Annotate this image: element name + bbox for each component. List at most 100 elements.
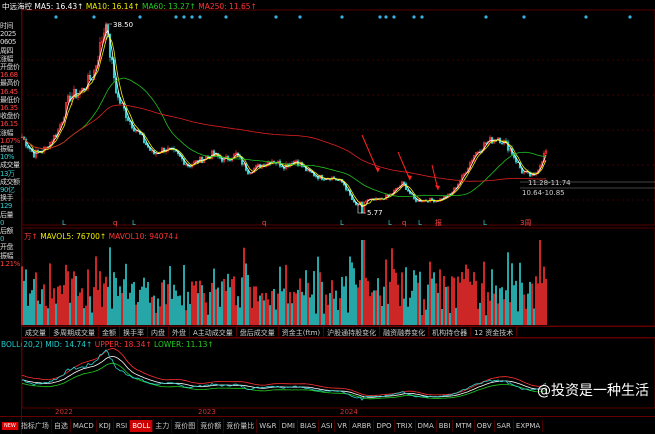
- indicator-tabs: NEW 指标广场 自选 MACD KDJ RSI BOLL 主力 竞价图 竞价额 竞价量比 W&R DM…: [0, 416, 655, 434]
- candle: [210, 150, 214, 159]
- indicator-tab-macd[interactable]: MACD: [71, 419, 97, 432]
- volume-bar: [343, 286, 345, 325]
- volume-tab[interactable]: 机构持仓器: [429, 327, 472, 337]
- boll-lower-line: [21, 362, 547, 400]
- volume-bar: [219, 306, 221, 325]
- indicator-tab-asi[interactable]: ASI: [319, 419, 336, 432]
- volume-bar: [35, 272, 37, 325]
- indicator-tab-rsi[interactable]: RSI: [114, 419, 131, 432]
- volume-bar: [461, 272, 463, 325]
- arrow-head-icon: [375, 167, 380, 172]
- indicator-tab-arbr[interactable]: ARBR: [350, 419, 375, 432]
- indicator-tab-dmi[interactable]: DMI: [280, 419, 298, 432]
- volume-bar: [491, 269, 493, 325]
- volume-bar: [289, 292, 291, 325]
- candle: [450, 192, 454, 195]
- volume-bar: [353, 268, 355, 325]
- indicator-tab-sar[interactable]: SAR: [495, 419, 514, 432]
- volume-tab[interactable]: 金额: [99, 327, 120, 337]
- volume-bar: [487, 292, 489, 325]
- indicator-tab-obv[interactable]: OBV: [475, 419, 495, 432]
- volume-bar: [25, 269, 27, 325]
- volume-bar: [101, 306, 103, 325]
- event-marker: q: [113, 219, 117, 227]
- volume-tab[interactable]: 换手率: [120, 327, 148, 337]
- volume-tab[interactable]: 融资融券变化: [380, 327, 430, 337]
- ma250-line: [21, 104, 547, 182]
- volume-tab[interactable]: 沪股通持股变化: [324, 327, 381, 337]
- indicator-tab[interactable]: 竞价量比: [224, 418, 258, 433]
- indicator-tab-bbi[interactable]: BBI: [437, 419, 454, 432]
- volume-tab[interactable]: A主动成交量: [190, 327, 237, 337]
- sidebar-field: 开盘: [0, 243, 14, 252]
- volume-tab[interactable]: 资金主(ftm): [279, 327, 325, 337]
- indicator-tab[interactable]: 指标广场: [19, 418, 52, 433]
- volume-bar: [209, 292, 211, 325]
- time-axis: 2022 2023 2024: [0, 408, 655, 416]
- indicator-tab-bias[interactable]: BIAS: [298, 419, 320, 432]
- volume-bar: [307, 282, 309, 325]
- volume-bar: [275, 309, 277, 325]
- volume-tab[interactable]: 成交量: [22, 327, 50, 337]
- volume-bar: [29, 293, 31, 325]
- indicator-tab[interactable]: 自选: [52, 418, 71, 433]
- volume-bar: [445, 286, 447, 325]
- indicator-tab[interactable]: 竞价额: [198, 418, 225, 433]
- indicator-tab[interactable]: 主力: [153, 418, 173, 433]
- volume-bar: [179, 295, 181, 325]
- indicator-tab-kdj[interactable]: KDJ: [97, 419, 114, 432]
- volume-bar: [159, 306, 161, 325]
- volume-bar: [213, 268, 215, 325]
- low-marker: [357, 204, 366, 214]
- volume-bar: [265, 292, 267, 325]
- indicator-tab-dpo[interactable]: DPO: [374, 419, 395, 432]
- volume-bar: [109, 247, 111, 325]
- candle: [106, 24, 110, 35]
- candle: [198, 156, 202, 164]
- volume-bar: [301, 291, 303, 325]
- volume-bar: [107, 286, 109, 325]
- indicator-tab-trix[interactable]: TRIX: [395, 419, 416, 432]
- indicator-tab-mtm[interactable]: MTM: [453, 419, 475, 432]
- indicator-tab-dma[interactable]: DMA: [416, 419, 437, 432]
- indicator-tab-vr[interactable]: VR: [335, 419, 351, 432]
- boll-lower: LOWER: 11.13↑: [154, 340, 214, 349]
- sidebar-field: 90亿: [0, 186, 15, 195]
- sidebar-field: 1.21%: [0, 259, 20, 268]
- volume-bar: [231, 279, 233, 325]
- signal-dot: [340, 15, 344, 19]
- volume-bar: [465, 264, 467, 325]
- volume-tab[interactable]: 内盘: [148, 327, 169, 337]
- sidebar-field: 时间: [0, 22, 14, 30]
- volume-tab[interactable]: 12 资金技术: [471, 327, 518, 337]
- volume-bar: [65, 264, 67, 325]
- volume-bar: [139, 289, 141, 325]
- volume-bar: [205, 302, 207, 325]
- volume-bar: [447, 286, 449, 325]
- sidebar-field: 16.35: [0, 104, 18, 113]
- volume-bar: [469, 281, 471, 325]
- volume-bar: [501, 287, 503, 325]
- volume-bar: [315, 313, 317, 325]
- volume-bar: [43, 284, 45, 325]
- volume-bar: [105, 276, 107, 325]
- indicator-tab-wr[interactable]: W&R: [257, 419, 280, 432]
- volume-tab[interactable]: 多周期成交量: [50, 327, 99, 337]
- indicator-tab-expma[interactable]: EXPMA: [514, 419, 544, 432]
- range-label: 10.64-10.85: [522, 189, 565, 197]
- volume-bar: [355, 284, 357, 325]
- low-label: 5.77: [367, 209, 383, 217]
- watermark: @投资是一种生活: [537, 383, 649, 399]
- volume-bar: [189, 303, 191, 325]
- arrow-head-icon: [407, 175, 412, 180]
- indicator-tab[interactable]: 竞价图: [172, 418, 199, 433]
- indicator-tab-boll[interactable]: BOLL: [130, 419, 154, 432]
- volume-tab[interactable]: 盘后成交量: [237, 327, 279, 337]
- volume-bar: [145, 287, 147, 325]
- volume-tab[interactable]: 外盘: [169, 327, 190, 337]
- volume-bar: [489, 300, 491, 325]
- signal-dot: [92, 15, 96, 19]
- volume-bar: [423, 299, 425, 325]
- volume-bar: [335, 290, 337, 325]
